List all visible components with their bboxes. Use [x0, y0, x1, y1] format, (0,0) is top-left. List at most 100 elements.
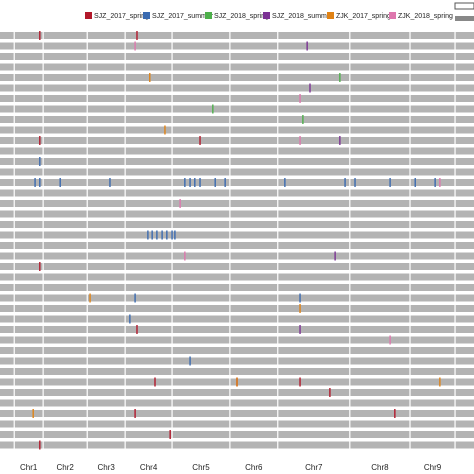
variant-mark [194, 178, 196, 187]
variant-mark [174, 230, 176, 240]
sample-track [0, 63, 474, 71]
legend-swatch [205, 12, 212, 19]
variant-mark [156, 230, 158, 240]
sample-track [0, 357, 474, 365]
sample-track [0, 221, 474, 228]
sample-track [0, 42, 474, 50]
chromosome-label: Chr3 [98, 463, 116, 472]
sample-track [0, 410, 474, 417]
variant-mark [134, 293, 136, 303]
variant-mark [129, 314, 131, 324]
sample-track [0, 441, 474, 449]
sample-track [0, 126, 474, 134]
variant-mark [184, 178, 186, 187]
legend-label: ZJK_2018_spring [398, 13, 453, 20]
sample-track [0, 242, 474, 249]
variant-mark [214, 178, 216, 187]
sample-track [0, 210, 474, 218]
sample-track [0, 53, 474, 60]
variant-mark [439, 377, 441, 387]
sample-track [0, 189, 474, 197]
chromosome-label: Chr1 [20, 463, 38, 472]
sample-track [0, 294, 474, 302]
variant-mark [39, 157, 41, 166]
legend-swatch [85, 12, 92, 19]
variant-mark [309, 83, 311, 93]
sample-track [0, 420, 474, 428]
variant-mark [39, 440, 41, 450]
variant-mark [284, 178, 286, 187]
variant-mark [189, 356, 191, 366]
legend-box [454, 2, 474, 10]
sample-track [0, 305, 474, 312]
chromosome-label: Chr8 [371, 463, 389, 472]
sample-track [0, 389, 474, 396]
variant-mark [236, 377, 238, 387]
variant-mark [344, 178, 346, 187]
sample-track [0, 326, 474, 333]
variant-mark [136, 31, 138, 40]
variant-mark [151, 230, 153, 240]
variant-mark [161, 230, 163, 240]
sample-track [0, 263, 474, 270]
legend-swatch [389, 12, 396, 19]
variant-mark [389, 335, 391, 345]
sample-track [0, 137, 474, 144]
chromosome-label: Chr5 [192, 463, 210, 472]
sample-track [0, 399, 474, 407]
variant-mark [329, 388, 331, 397]
variant-mark [39, 178, 41, 187]
legend-box [455, 16, 474, 21]
variant-mark [149, 73, 151, 82]
sample-track [0, 158, 474, 165]
variant-mark [184, 251, 186, 261]
sample-track [0, 315, 474, 323]
legend-label: SJZ_2017_spring [94, 13, 149, 20]
sample-track [0, 231, 474, 239]
variant-mark [339, 136, 341, 145]
variant-mark [394, 409, 396, 418]
sample-track [0, 347, 474, 354]
sample-track [0, 74, 474, 81]
sample-track [0, 273, 474, 281]
sample-track [0, 105, 474, 113]
variant-mark [39, 136, 41, 145]
chromosome-label: Chr2 [57, 463, 75, 472]
variant-mark [147, 230, 149, 240]
variant-mark [39, 262, 41, 271]
variant-mark [414, 178, 416, 187]
variant-mark [134, 409, 136, 418]
variant-mark [169, 430, 171, 439]
variant-mark [189, 178, 191, 187]
sample-track [0, 368, 474, 375]
variant-mark [224, 178, 226, 187]
variant-mark [299, 94, 301, 103]
legend-swatch [143, 12, 150, 19]
variant-mark [439, 178, 441, 187]
variant-mark [134, 41, 136, 51]
variant-mark [164, 125, 166, 135]
sample-track [0, 147, 474, 155]
sample-track [0, 32, 474, 39]
variant-mark [306, 41, 308, 51]
variant-mark [299, 325, 301, 334]
legend-label: ZJK_2017_spring [336, 13, 391, 20]
chromosome-label: Chr6 [245, 463, 263, 472]
legend-label: SJZ_2017_summer [152, 13, 214, 20]
legend-label: SJZ_2018_spring [214, 13, 269, 20]
sample-track [0, 284, 474, 291]
sample-track [0, 431, 474, 438]
variant-mark [354, 178, 356, 187]
sample-track [0, 252, 474, 260]
variant-mark [34, 178, 36, 187]
variant-mark [299, 304, 301, 313]
sample-track [0, 84, 474, 92]
variant-mark [334, 251, 336, 261]
variant-mark [434, 178, 436, 187]
sample-track [0, 168, 474, 176]
variant-mark [154, 377, 156, 387]
variant-mark [299, 136, 301, 145]
chromosome-label: Chr4 [140, 463, 158, 472]
sample-track [0, 179, 474, 186]
variant-mark [59, 178, 61, 187]
